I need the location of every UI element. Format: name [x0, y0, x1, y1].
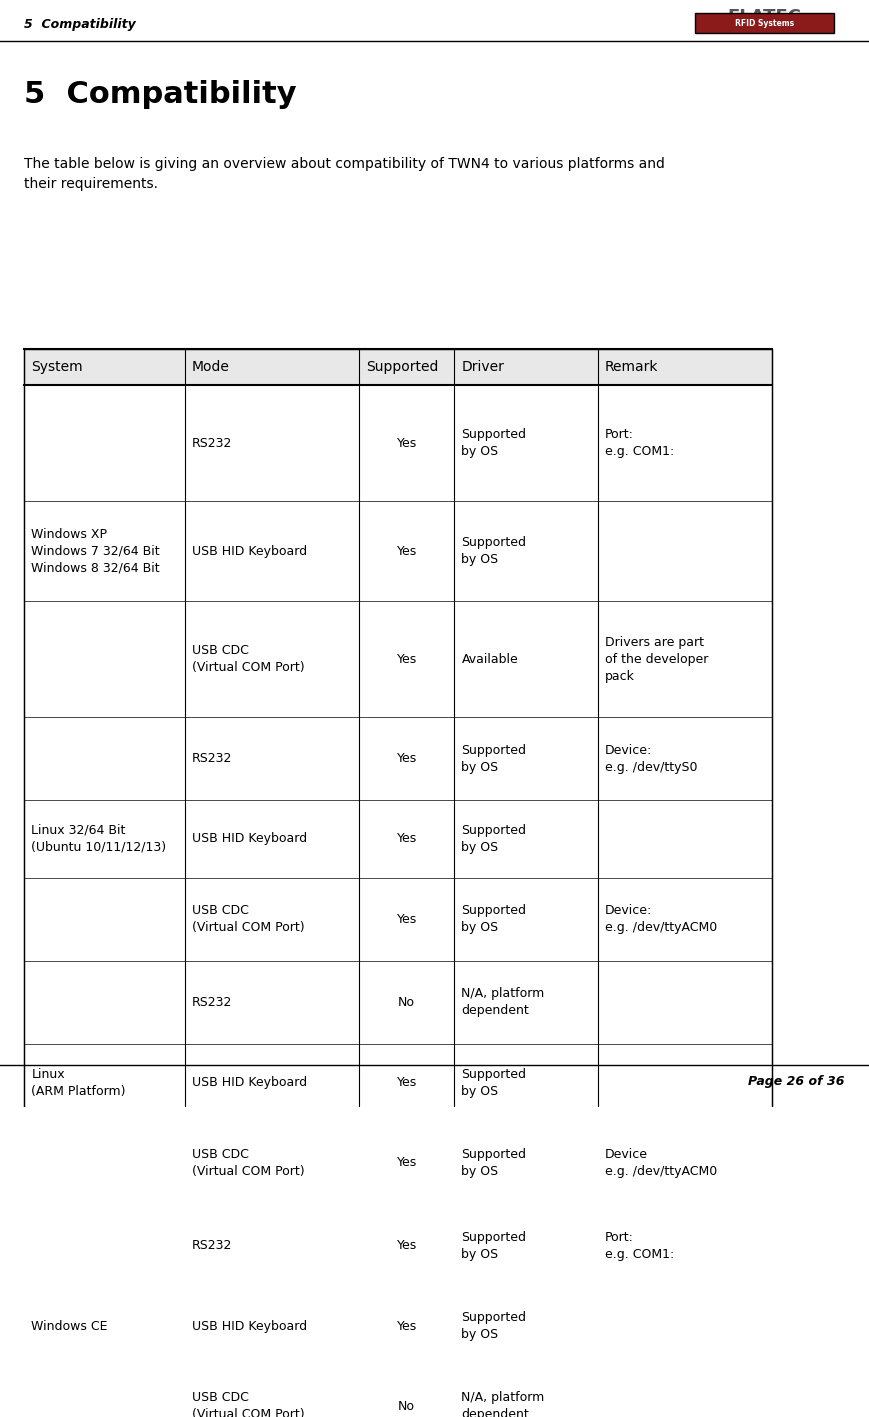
Text: RS232: RS232	[192, 752, 232, 765]
FancyBboxPatch shape	[695, 13, 834, 33]
Text: No: No	[398, 1400, 415, 1413]
Text: Windows XP
Windows 7 32/64 Bit
Windows 8 32/64 Bit: Windows XP Windows 7 32/64 Bit Windows 8…	[31, 527, 160, 575]
FancyBboxPatch shape	[24, 349, 772, 385]
Text: USB CDC
(Virtual COM Port): USB CDC (Virtual COM Port)	[192, 904, 305, 934]
Text: Mode: Mode	[192, 360, 230, 374]
Text: Supported
by OS: Supported by OS	[461, 428, 527, 458]
Bar	[24, 349, 772, 1417]
Text: Available: Available	[461, 653, 518, 666]
Text: Remark: Remark	[605, 360, 659, 374]
Text: N/A, platform
dependent: N/A, platform dependent	[461, 1391, 545, 1417]
Text: USB CDC
(Virtual COM Port): USB CDC (Virtual COM Port)	[192, 1148, 305, 1178]
Text: Drivers are part
of the developer
pack: Drivers are part of the developer pack	[605, 636, 708, 683]
Text: Windows CE: Windows CE	[31, 1319, 108, 1332]
Text: Yes: Yes	[396, 752, 417, 765]
Text: System: System	[31, 360, 83, 374]
Text: ELATEC: ELATEC	[727, 7, 802, 26]
Text: 5  Compatibility: 5 Compatibility	[24, 18, 136, 31]
Text: Port:
e.g. COM1:: Port: e.g. COM1:	[605, 428, 674, 458]
Text: Yes: Yes	[396, 544, 417, 558]
Text: Yes: Yes	[396, 1156, 417, 1169]
Text: Supported
by OS: Supported by OS	[461, 744, 527, 774]
Text: RS232: RS232	[192, 996, 232, 1009]
Text: RFID Systems: RFID Systems	[735, 18, 794, 28]
Text: Yes: Yes	[396, 1240, 417, 1253]
Text: Supported
by OS: Supported by OS	[461, 1148, 527, 1178]
Text: Yes: Yes	[396, 1076, 417, 1090]
Text: No: No	[398, 996, 415, 1009]
Text: Page 26 of 36: Page 26 of 36	[748, 1076, 845, 1088]
Text: N/A, platform
dependent: N/A, platform dependent	[461, 988, 545, 1017]
Text: Supported
by OS: Supported by OS	[461, 1067, 527, 1098]
Text: USB HID Keyboard: USB HID Keyboard	[192, 544, 307, 558]
Text: Driver: Driver	[461, 360, 504, 374]
Text: RS232: RS232	[192, 1240, 232, 1253]
Text: Linux
(ARM Platform): Linux (ARM Platform)	[31, 1067, 126, 1098]
Text: Yes: Yes	[396, 833, 417, 846]
Text: RS232: RS232	[192, 436, 232, 449]
Text: Linux 32/64 Bit
(Ubuntu 10/11/12/13): Linux 32/64 Bit (Ubuntu 10/11/12/13)	[31, 825, 166, 854]
Text: USB CDC
(Virtual COM Port): USB CDC (Virtual COM Port)	[192, 1391, 305, 1417]
Text: Supported
by OS: Supported by OS	[461, 1231, 527, 1261]
Text: The table below is giving an overview about compatibility of TWN4 to various pla: The table below is giving an overview ab…	[24, 157, 665, 191]
Text: Supported: Supported	[366, 360, 438, 374]
Text: Yes: Yes	[396, 1319, 417, 1332]
Text: Device:
e.g. /dev/ttyACM0: Device: e.g. /dev/ttyACM0	[605, 904, 717, 934]
Text: Supported
by OS: Supported by OS	[461, 825, 527, 854]
Text: USB HID Keyboard: USB HID Keyboard	[192, 1319, 307, 1332]
Text: Yes: Yes	[396, 436, 417, 449]
Text: Supported
by OS: Supported by OS	[461, 1311, 527, 1340]
Text: Yes: Yes	[396, 653, 417, 666]
Text: USB HID Keyboard: USB HID Keyboard	[192, 833, 307, 846]
Text: Port:
e.g. COM1:: Port: e.g. COM1:	[605, 1231, 674, 1261]
Text: Device
e.g. /dev/ttyACM0: Device e.g. /dev/ttyACM0	[605, 1148, 717, 1178]
Text: Supported
by OS: Supported by OS	[461, 904, 527, 934]
Text: Device:
e.g. /dev/ttyS0: Device: e.g. /dev/ttyS0	[605, 744, 697, 774]
Text: 5  Compatibility: 5 Compatibility	[24, 79, 297, 109]
Text: Supported
by OS: Supported by OS	[461, 536, 527, 567]
Text: USB HID Keyboard: USB HID Keyboard	[192, 1076, 307, 1090]
Text: USB CDC
(Virtual COM Port): USB CDC (Virtual COM Port)	[192, 645, 305, 674]
Text: Yes: Yes	[396, 913, 417, 925]
